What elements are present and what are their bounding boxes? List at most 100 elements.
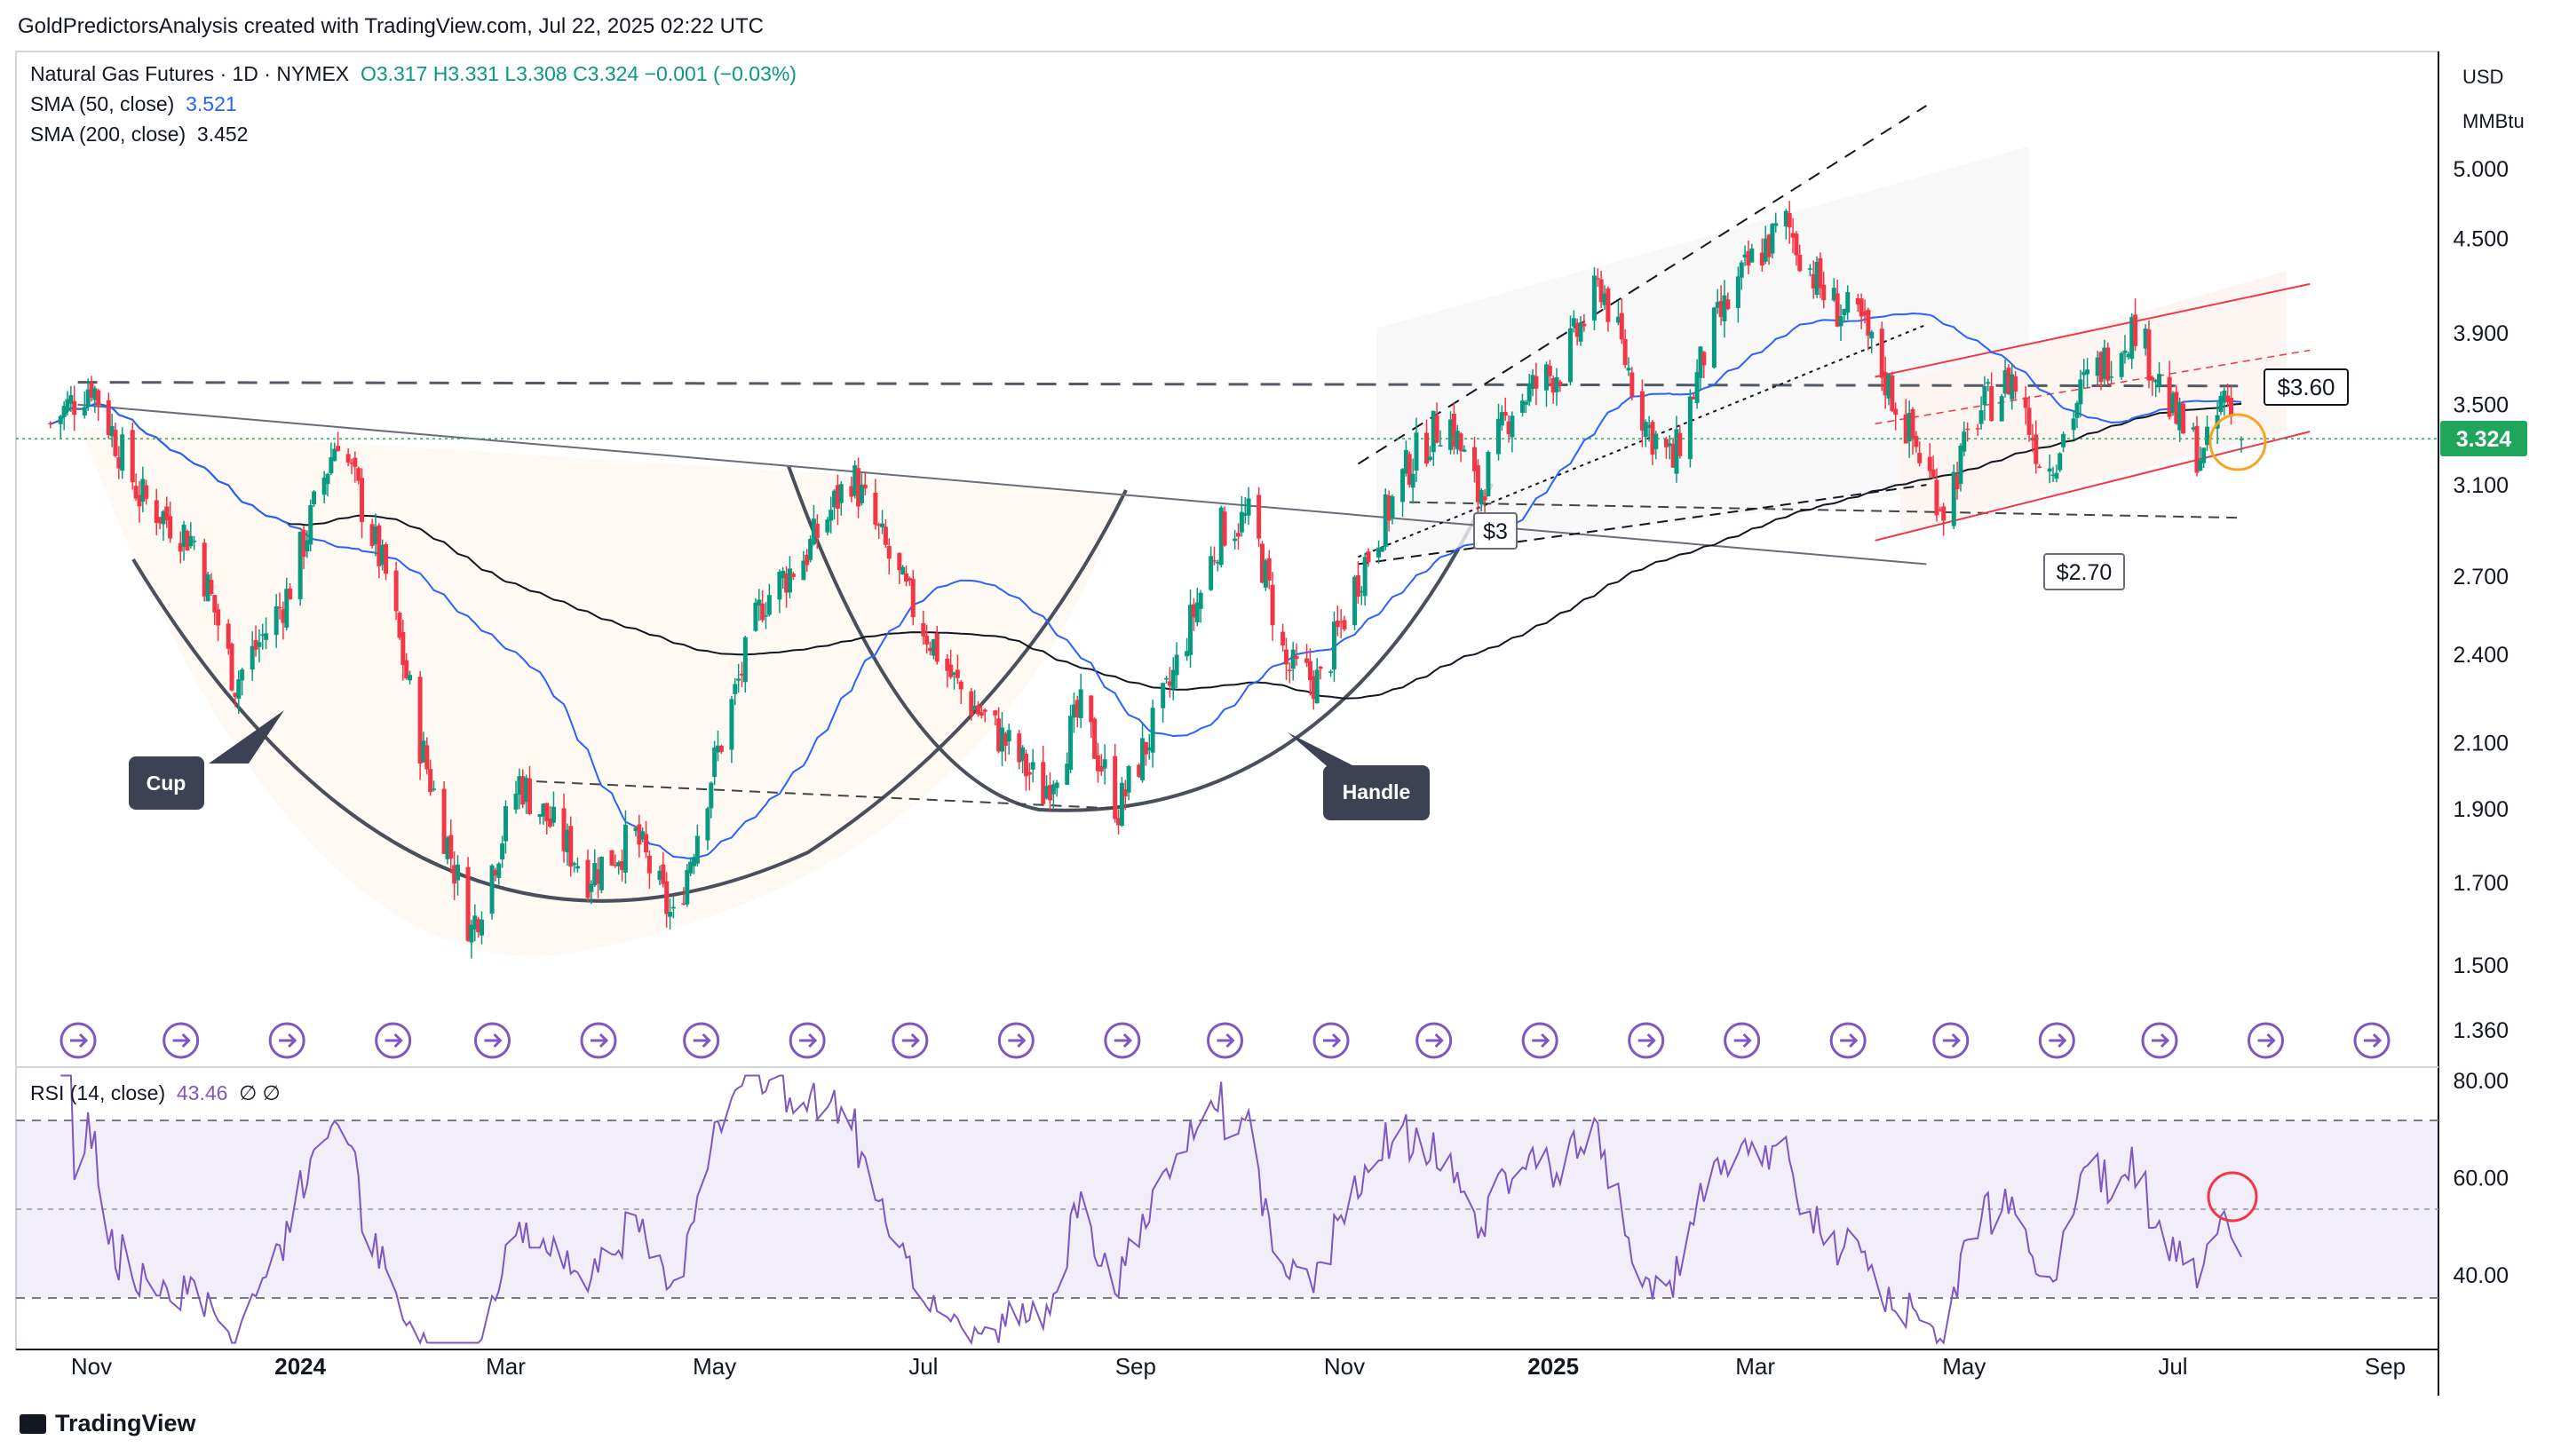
level-3-label: $3 [1473, 512, 1518, 550]
arrow-right-icon [1008, 1033, 1027, 1048]
arrow-right-icon [2257, 1033, 2276, 1048]
candle-body [1495, 418, 1501, 455]
candle-body [900, 566, 906, 575]
candle-body [181, 525, 186, 547]
candle-body [1314, 669, 1320, 704]
candle-body [835, 485, 840, 510]
candle-body [787, 568, 792, 593]
candle-body [277, 606, 282, 609]
tradingview-logo[interactable]: TradingView [20, 1410, 196, 1437]
candle-body [1161, 683, 1166, 708]
candle-body [130, 430, 135, 483]
candle-body [1092, 718, 1098, 759]
candle-body [838, 484, 844, 503]
candle-body [2074, 402, 2080, 418]
candle-body [1629, 372, 1635, 397]
candle-body [1431, 410, 1436, 453]
candle-body [1185, 651, 1190, 657]
candle-body [1914, 436, 1919, 447]
candle-body [2047, 468, 2052, 472]
candle-body [1622, 338, 1628, 366]
red-channel-shading [1900, 271, 2287, 533]
time-tick-label: Mar [1735, 1353, 1775, 1380]
candle-body [705, 808, 710, 841]
candle-body [1362, 557, 1368, 597]
candle-body [921, 622, 926, 637]
candle-body [472, 915, 478, 930]
time-tick-label: May [1942, 1353, 1986, 1380]
candle-body [633, 827, 638, 832]
event-markers[interactable] [59, 1022, 2391, 1059]
arrow-right-icon [172, 1033, 191, 1048]
candle-body [1116, 818, 1122, 826]
candle-body [120, 434, 125, 471]
candle-body [688, 861, 694, 874]
arrow-right-icon [901, 1033, 920, 1048]
candle-body [1855, 298, 1860, 305]
candle-body [1194, 602, 1200, 622]
candle-body [709, 782, 714, 809]
arrow-right-icon [1840, 1033, 1859, 1048]
handle-label: Handle [1343, 780, 1411, 803]
arrow-right-icon [1217, 1033, 1235, 1048]
candle-body [1910, 408, 1915, 439]
candle-body [565, 829, 570, 853]
candle-body [476, 919, 481, 933]
candle-body [236, 679, 242, 699]
candle-body [733, 684, 738, 694]
candle-body [1526, 384, 1532, 402]
candle-body [999, 727, 1004, 752]
svg-text:$3.60: $3.60 [2277, 374, 2335, 400]
candle-body [373, 526, 378, 545]
rsi-line [60, 1074, 2242, 1346]
candle-body [1595, 278, 1600, 280]
candle-body [739, 673, 744, 676]
candle-body [1191, 604, 1196, 618]
candlesticks[interactable] [48, 201, 2244, 959]
candle-body [1407, 454, 1412, 485]
candle-body [1068, 716, 1074, 771]
time-tick-label: Sep [2365, 1353, 2406, 1380]
candle-body [952, 672, 957, 676]
candle-body [226, 623, 231, 649]
candle-body [202, 542, 207, 597]
candle-body [2078, 379, 2083, 405]
candle-body [1814, 261, 1820, 295]
candle-body [694, 835, 700, 864]
candle-body [205, 574, 210, 602]
candle-body [1643, 422, 1648, 438]
handle-curve [787, 465, 1494, 812]
candle-body [537, 813, 543, 818]
candle-body [616, 861, 622, 866]
candle-body [428, 769, 433, 793]
candle-body [1188, 605, 1193, 655]
candle-body [1122, 789, 1128, 797]
candle-body [1270, 584, 1275, 626]
candle-body [281, 609, 286, 623]
candle-body [1137, 764, 1142, 778]
candle-body [1766, 234, 1772, 257]
candle-body [2205, 426, 2210, 446]
candle-body [496, 863, 502, 878]
candle-body [1938, 509, 1943, 511]
candle-body [760, 603, 765, 621]
candle-body [907, 578, 912, 581]
candle-body [849, 486, 854, 497]
price-tick-label: 1.360 [2453, 1018, 2509, 1043]
candle-body [369, 524, 375, 546]
candle-body [1119, 782, 1124, 827]
candle-body [1044, 786, 1050, 799]
arrow-right-icon [2364, 1033, 2383, 1048]
price-tick-label: 1.900 [2453, 797, 2509, 822]
candle-body [637, 824, 642, 845]
candle-body [336, 446, 341, 452]
price-tick-label: 1.700 [2453, 871, 2509, 896]
candle-body [1233, 538, 1238, 542]
candle-body [2095, 357, 2100, 376]
candle-body [1582, 323, 1587, 327]
candle-body [1890, 375, 1895, 411]
candle-body [2146, 329, 2152, 381]
candle-body [1366, 551, 1371, 563]
candle-body [2167, 376, 2172, 417]
